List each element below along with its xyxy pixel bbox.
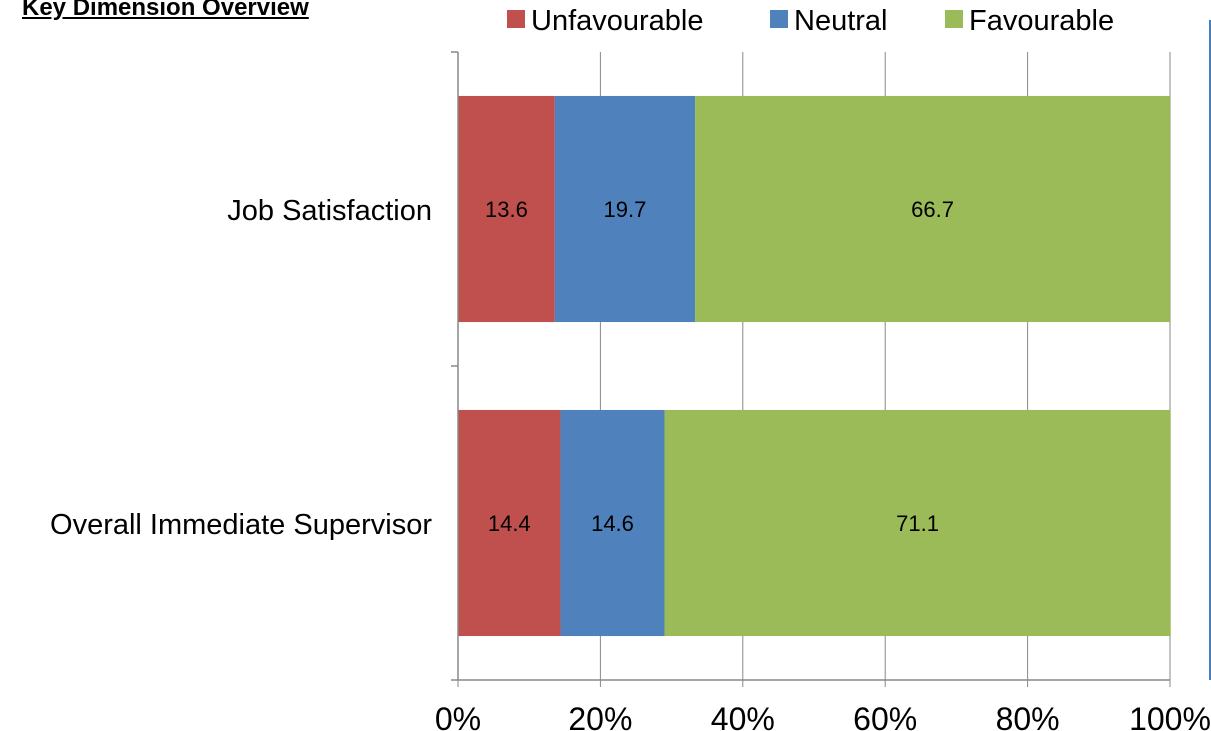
right-border <box>1209 20 1211 680</box>
data-label: 71.1 <box>896 511 939 536</box>
data-labels: 13.6 19.7 66.7 14.4 14.6 71.1 <box>485 197 954 536</box>
data-label: 13.6 <box>485 197 528 222</box>
x-tick-label: 40% <box>711 701 775 731</box>
x-tick-label: 80% <box>996 701 1060 731</box>
legend-swatch-neutral <box>770 10 788 28</box>
x-tick-label: 100% <box>1129 701 1211 731</box>
y-category-label: Job Satisfaction <box>227 195 432 227</box>
bar-segment-neutral <box>560 409 665 637</box>
legend-label: Neutral <box>794 5 888 37</box>
bar-segment-unfavourable <box>458 409 561 637</box>
y-category-label: Overall Immediate Supervisor <box>50 509 432 541</box>
bar-segment-favourable <box>695 95 1170 323</box>
data-label: 66.7 <box>911 197 954 222</box>
data-label: 14.6 <box>591 511 634 536</box>
page-title: Key Dimension Overview <box>22 0 309 21</box>
data-label: 14.4 <box>488 511 531 536</box>
data-label: 19.7 <box>604 197 647 222</box>
bar-segment-neutral <box>554 95 696 323</box>
legend: Unfavourable Neutral Favourable <box>507 5 1114 37</box>
x-tick-label: 60% <box>853 701 917 731</box>
x-tick-label: 0% <box>435 701 481 731</box>
legend-swatch-favourable <box>945 10 963 28</box>
axes: 0% 20% 40% 60% 80% 100% Job Satisfaction Overal… <box>50 51 1211 731</box>
legend-label: Unfavourable <box>531 5 704 37</box>
legend-label: Favourable <box>969 5 1114 37</box>
bar-segment-unfavourable <box>458 95 555 323</box>
x-tick-label: 20% <box>568 701 632 731</box>
bars <box>458 95 1171 637</box>
legend-swatch-unfavourable <box>507 10 525 28</box>
bar-segment-favourable <box>664 409 1171 637</box>
